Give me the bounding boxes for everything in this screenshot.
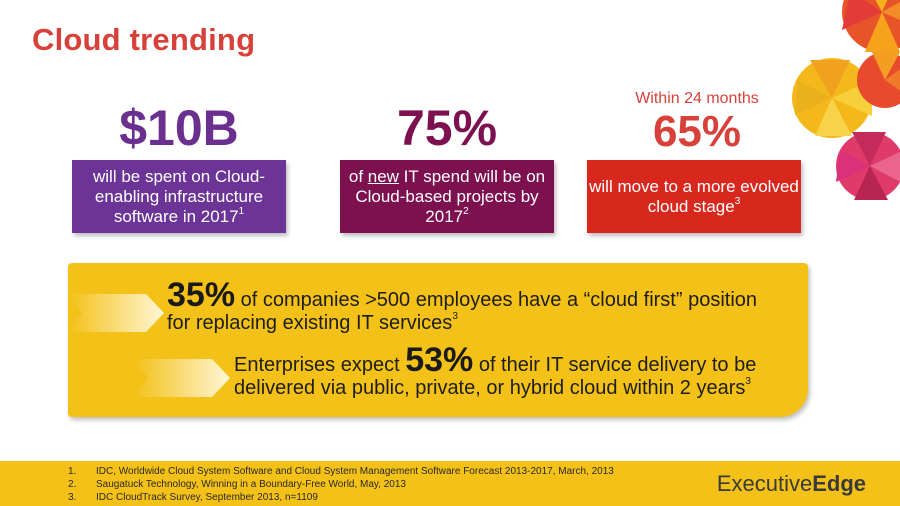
slide-title: Cloud trending (32, 22, 256, 57)
highlight-number-53: 53% (405, 341, 474, 379)
highlight-line-1: Enterprises expect 53% of their IT servi… (234, 343, 794, 377)
highlight-line-2: for replacing existing IT services3 (167, 312, 787, 335)
stat-box-cloud-stage: will move to a more evolved cloud stage3 (587, 160, 801, 233)
stat-kicker-within-24-months: Within 24 months (635, 90, 759, 107)
highlight-line-1: 35% of companies >500 employees have a “… (167, 278, 787, 312)
footnote-text: Saugatuck Technology, Winning in a Bound… (96, 479, 406, 490)
footnote-number: 1. (68, 466, 77, 477)
footnote-ref: 1 (238, 205, 245, 217)
stat-box-text: will move to a more evolved cloud stage (589, 176, 799, 216)
footer-bar (0, 461, 900, 506)
footnote-3: 3. IDC CloudTrack Survey, September 2013,… (68, 492, 318, 503)
brand-part-1: Executive (716, 471, 813, 496)
stat-box-text-underlined: new (367, 166, 399, 186)
footnote-number: 3. (68, 492, 77, 503)
chevron-arrow-icon (134, 359, 230, 397)
brand-logo-executive-edge: ExecutiveEdge (717, 471, 866, 497)
footnote-number: 2. (68, 479, 77, 490)
stat-value-10b-block: $10B (72, 103, 286, 153)
footnote-ref: 3 (745, 376, 751, 387)
brand-part-2: Edge (812, 471, 866, 496)
stat-box-text: will be spent on Cloud-enabling infrastr… (93, 166, 265, 226)
highlight-text: delivered via public, private, or hybrid… (234, 377, 746, 399)
highlight-cloud-first: 35% of companies >500 employees have a “… (167, 278, 787, 335)
decorative-starburst-graphic (792, 0, 900, 200)
footnote-1: 1. IDC, Worldwide Cloud System Software a… (68, 466, 614, 477)
highlight-number-35: 35% (167, 276, 236, 314)
footnote-text: IDC CloudTrack Survey, September 2013, n… (96, 492, 318, 503)
highlight-text: for replacing existing IT services (167, 312, 453, 334)
footnote-ref: 3 (734, 195, 741, 207)
footnote-2: 2. Saugatuck Technology, Winning in a Bou… (68, 479, 406, 490)
highlight-line-2: delivered via public, private, or hybrid… (234, 377, 794, 400)
highlight-text: of companies >500 employees have a “clou… (235, 289, 758, 311)
chevron-arrow-icon (68, 294, 164, 332)
highlight-it-service-delivery: Enterprises expect 53% of their IT servi… (234, 343, 794, 400)
stat-value-75-block: 75% (340, 103, 554, 153)
stat-value-65-block: 65% (590, 110, 804, 154)
highlight-text: Enterprises expect (234, 354, 406, 376)
footnote-ref: 3 (452, 311, 458, 322)
stat-box-text-pre: of (348, 166, 368, 186)
highlight-text: of their IT service delivery to be (473, 354, 757, 376)
stat-value-10b: $10B (119, 100, 239, 156)
stat-box-text-post: IT spend will be on Cloud-based projects… (355, 166, 546, 226)
stat-box-infrastructure-spend: will be spent on Cloud-enabling infrastr… (72, 160, 286, 233)
footnote-ref: 2 (463, 205, 469, 217)
stat-box-it-spend: of new IT spend will be on Cloud-based p… (340, 160, 554, 233)
stat-value-65: 65% (652, 107, 742, 156)
footnote-text: IDC, Worldwide Cloud System Software and… (96, 466, 614, 477)
stat-value-75: 75% (396, 100, 498, 156)
